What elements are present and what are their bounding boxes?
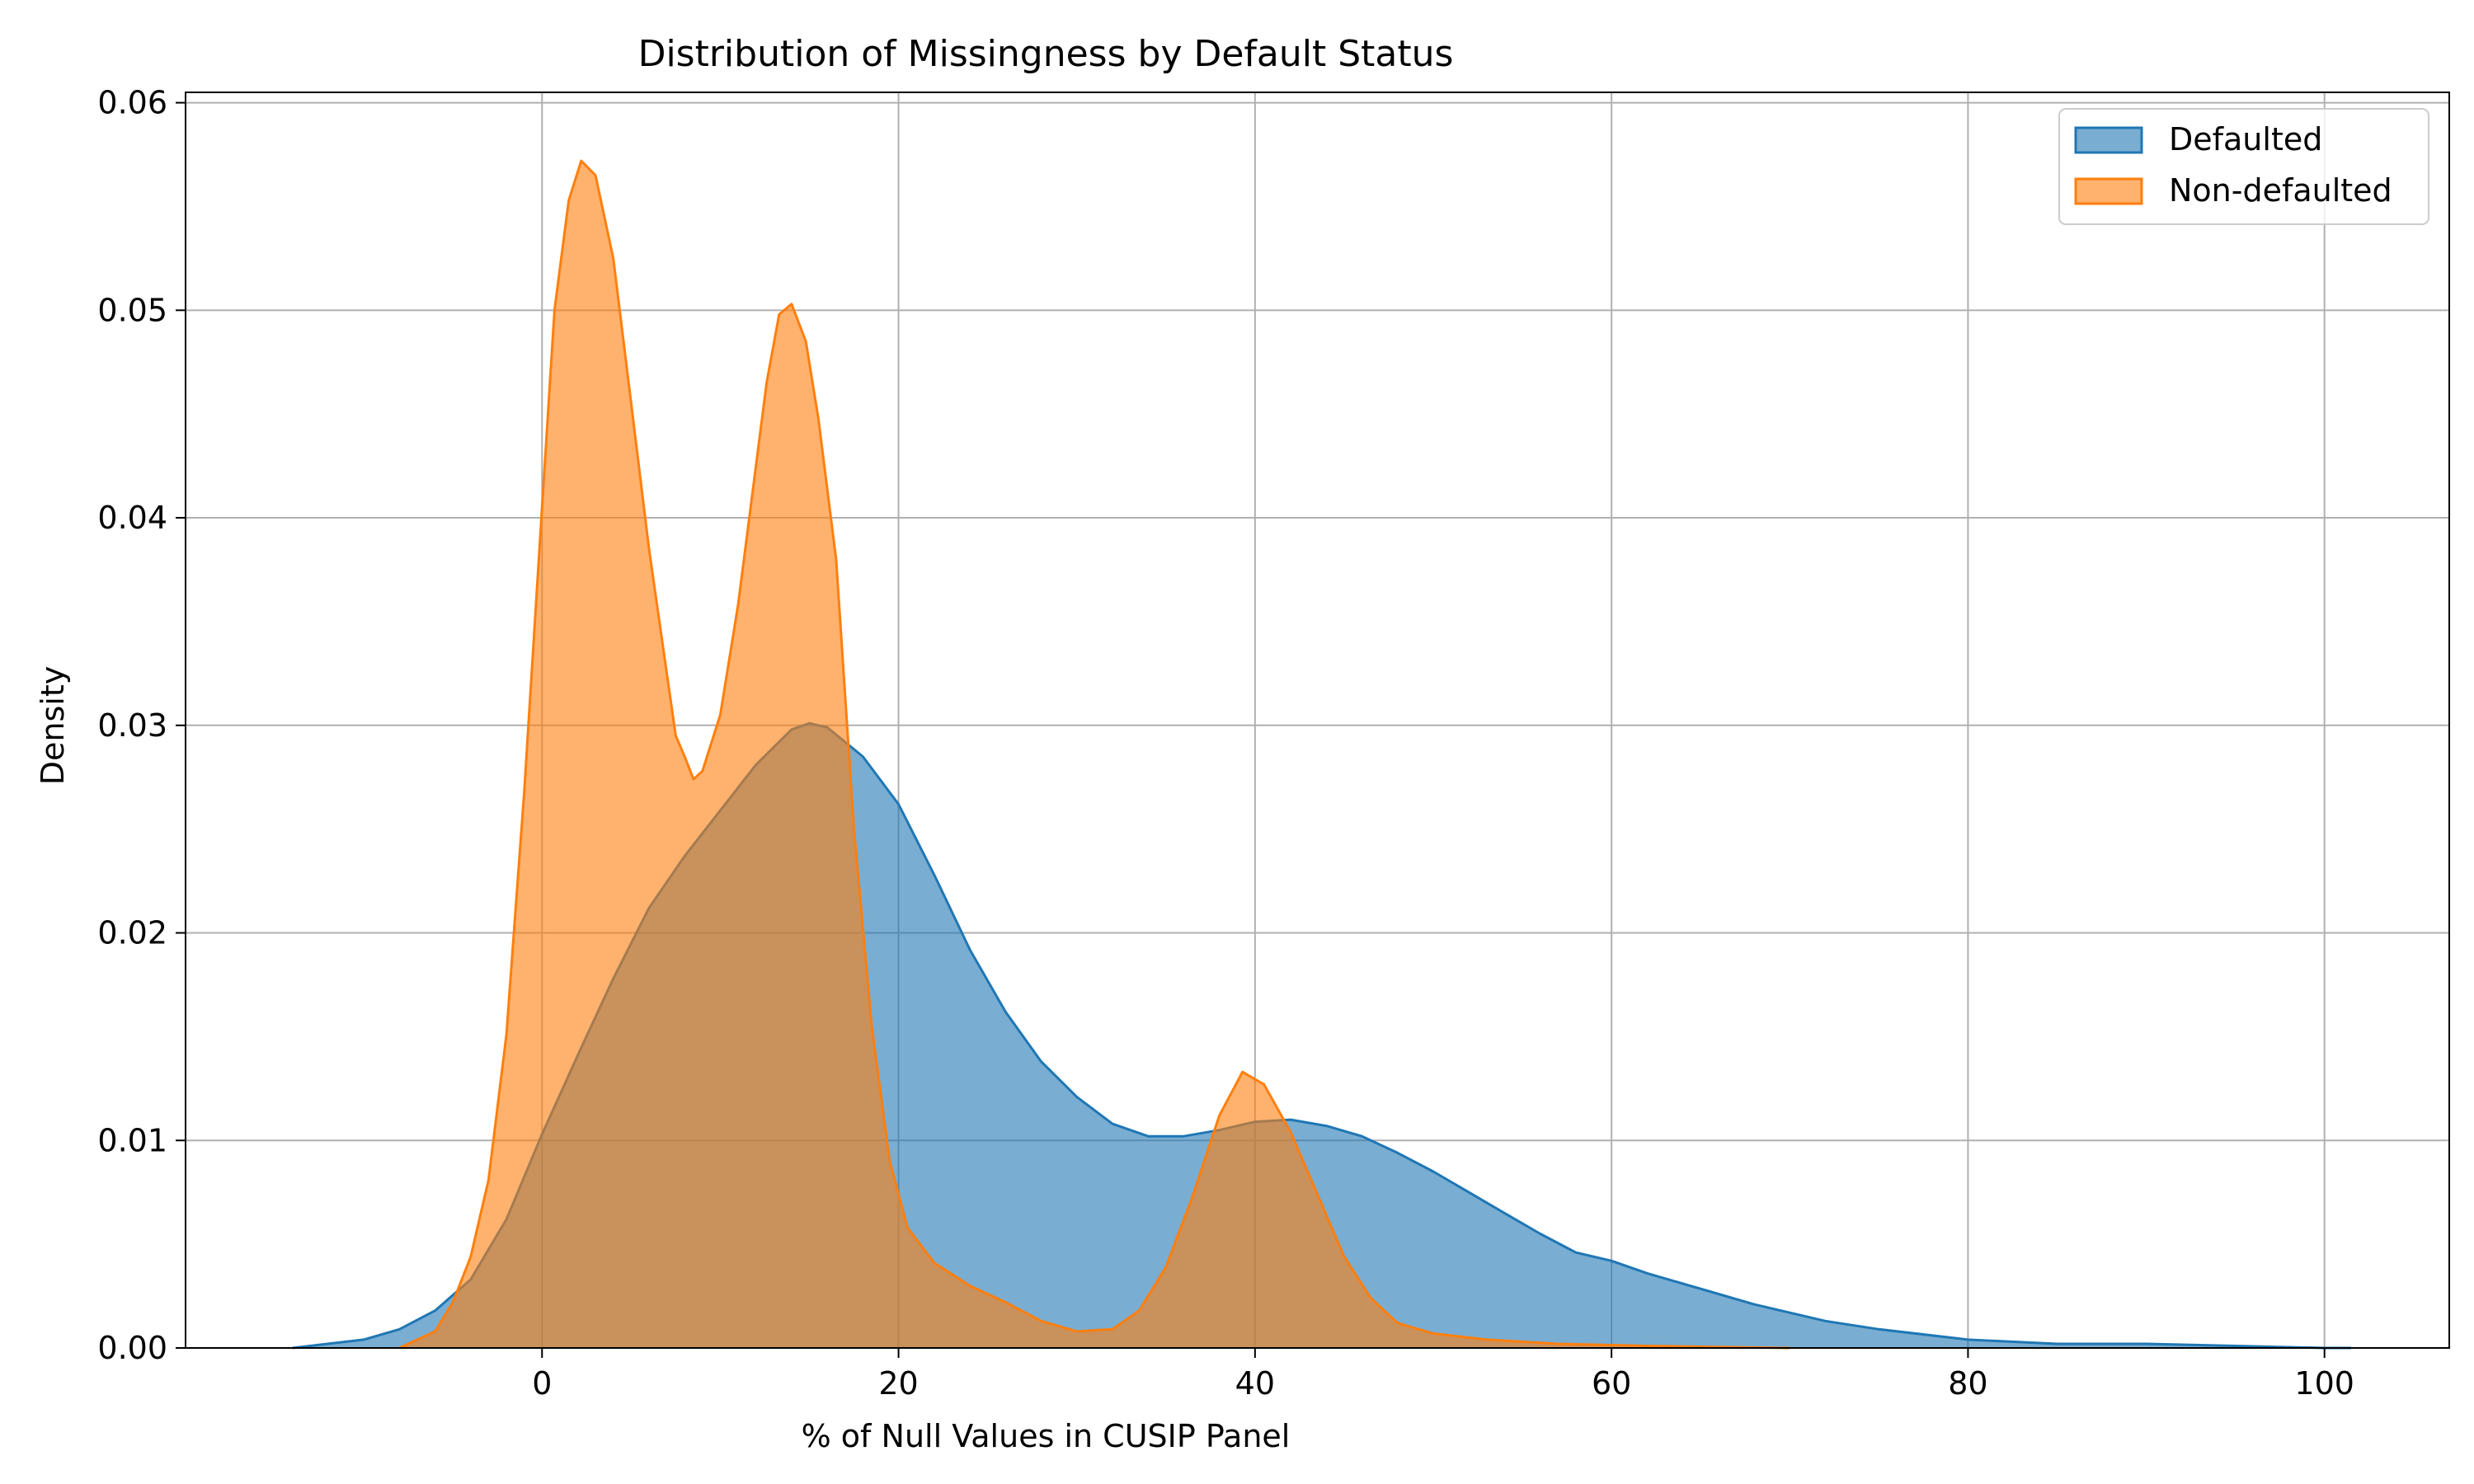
plot-frame	[185, 92, 2450, 1349]
y-tick-label: 0.03	[97, 707, 167, 744]
legend-label-non-defaulted: Non-defaulted	[2169, 172, 2392, 209]
legend-frame	[2058, 108, 2429, 225]
chart-title: Distribution of Missingness by Default S…	[638, 33, 1454, 75]
y-axis-label: Density	[35, 666, 71, 785]
y-tick-label: 0.05	[97, 292, 167, 328]
legend-swatch-defaulted	[2074, 126, 2143, 154]
x-tick-label: 60	[1592, 1365, 1631, 1402]
legend-label-defaulted: Defaulted	[2169, 121, 2322, 157]
x-tick-label: 80	[1948, 1365, 1987, 1402]
x-tick-label: 20	[878, 1365, 918, 1402]
legend: Defaulted Non-defaulted	[2058, 108, 2429, 225]
series-layer	[292, 159, 2352, 1350]
legend-swatch-non-defaulted	[2074, 177, 2143, 205]
y-tick-label: 0.01	[97, 1122, 167, 1158]
y-tick-label: 0.06	[97, 85, 167, 121]
series-line-non-defaulted	[398, 159, 1790, 1350]
ticks: 0 20 40 60 80 100 0.00 0.01 0.02 0.03 0.04 0.05 0.06	[97, 85, 2354, 1402]
x-tick-label: 100	[2294, 1365, 2354, 1402]
y-tick-label: 0.00	[97, 1330, 167, 1366]
x-tick-label: 40	[1235, 1365, 1275, 1402]
x-axis-label: % of Null Values in CUSIP Panel	[802, 1418, 1291, 1454]
y-tick-label: 0.04	[97, 500, 167, 536]
x-tick-label: 0	[532, 1365, 552, 1402]
y-tick-label: 0.02	[97, 915, 167, 951]
series-area-non-defaulted	[399, 161, 1790, 1349]
